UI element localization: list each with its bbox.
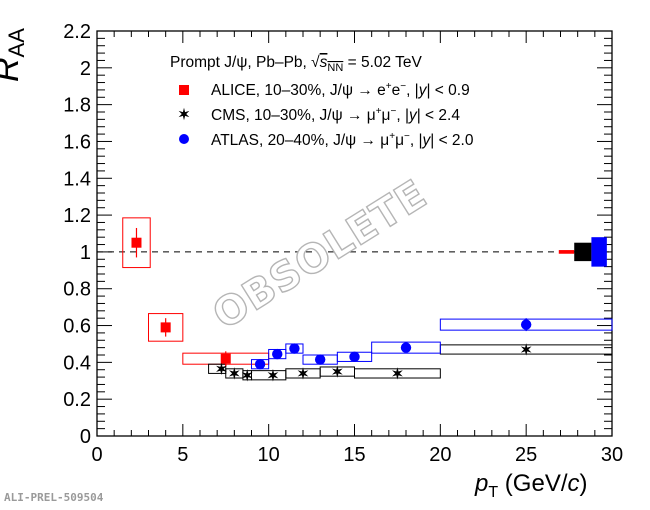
legend-label-alice: ALICE, 10–30%, J/ψ → e+e−, |y| < 0.9 <box>211 81 470 99</box>
y-tick-label: 1.4 <box>63 168 91 190</box>
alice-marker <box>220 353 231 364</box>
global-uncertainty-boxes <box>558 237 607 267</box>
legend-marker-cms <box>178 107 190 121</box>
alice-global-uncertainty <box>558 250 575 254</box>
x-tick-label: 0 <box>91 444 102 466</box>
atlas-marker <box>314 354 326 365</box>
atlas-marker <box>400 342 412 353</box>
alice-syst-box <box>122 217 151 269</box>
legend-marker-atlas <box>179 134 189 144</box>
watermark-layer: OBSOLETE <box>204 170 436 339</box>
y-tick-label: 0.2 <box>63 389 91 411</box>
y-tick-label: 1.6 <box>63 131 91 153</box>
y-tick-label: 2 <box>80 58 91 80</box>
x-tick-label: 15 <box>343 444 365 466</box>
y-tick-label: 1 <box>80 242 91 264</box>
y-tick-label: 1.8 <box>63 95 91 117</box>
y-tick-label: 0.4 <box>63 352 91 374</box>
x-tick-label: 25 <box>515 444 537 466</box>
cms-marker <box>297 367 309 380</box>
x-tick-label: 30 <box>601 444 623 466</box>
atlas-marker <box>254 359 266 370</box>
legend: Prompt J/ψ, Pb–Pb, √sNN = 5.02 TeV ALICE… <box>170 54 474 149</box>
atlas-global-uncertainty <box>591 237 607 267</box>
x-axis-title: pT (GeV/c) <box>474 470 588 501</box>
cms-marker <box>267 369 279 382</box>
cms-global-uncertainty <box>574 242 592 262</box>
cms-marker <box>216 362 227 376</box>
y-axis-title: RAA <box>0 28 29 82</box>
alice-syst-box <box>148 313 184 342</box>
y-tick-label: 0.8 <box>63 279 91 301</box>
x-tick-label: 10 <box>258 444 280 466</box>
preliminary-id-label: ALI-PREL-509504 <box>4 491 104 504</box>
x-tick-label: 20 <box>429 444 451 466</box>
y-tick-label: 2.2 <box>63 21 91 43</box>
cms-marker <box>228 367 240 380</box>
y-tick-label: 1.2 <box>63 205 91 227</box>
axis-ticks <box>96 30 613 437</box>
y-tick-label: 0.6 <box>63 316 91 338</box>
legend-marker-alice <box>179 85 189 95</box>
legend-label-cms: CMS, 10–30%, J/ψ → μ+μ−, |y| < 2.4 <box>211 106 460 124</box>
legend-header: Prompt J/ψ, Pb–Pb, √sNN = 5.02 TeV <box>170 54 423 74</box>
atlas-marker <box>272 348 283 360</box>
atlas-marker <box>520 319 532 330</box>
x-tick-label: 5 <box>177 444 188 466</box>
legend-label-atlas: ATLAS, 20–40%, J/ψ → μ+μ−, |y| < 2.0 <box>211 131 474 149</box>
cms-syst-box <box>251 370 287 381</box>
cms-marker <box>520 343 532 356</box>
cms-marker <box>241 369 253 382</box>
y-tick-label: 0 <box>80 426 91 448</box>
cms-marker <box>331 365 343 378</box>
obsolete-watermark: OBSOLETE <box>205 171 435 339</box>
atlas-marker <box>349 351 360 363</box>
alice-marker <box>160 322 171 333</box>
data-markers <box>131 237 532 382</box>
atlas-marker <box>289 343 300 354</box>
legend-star-shape <box>178 107 190 121</box>
alice-marker <box>131 237 142 248</box>
cms-marker <box>392 367 403 380</box>
tick-labels: 0 5 10 15 20 25 30 0 0.2 0.4 0.6 0.8 1 1.2 1.4 1.6 1.8 2 2… <box>63 21 623 466</box>
atlas-syst-box <box>371 341 441 354</box>
